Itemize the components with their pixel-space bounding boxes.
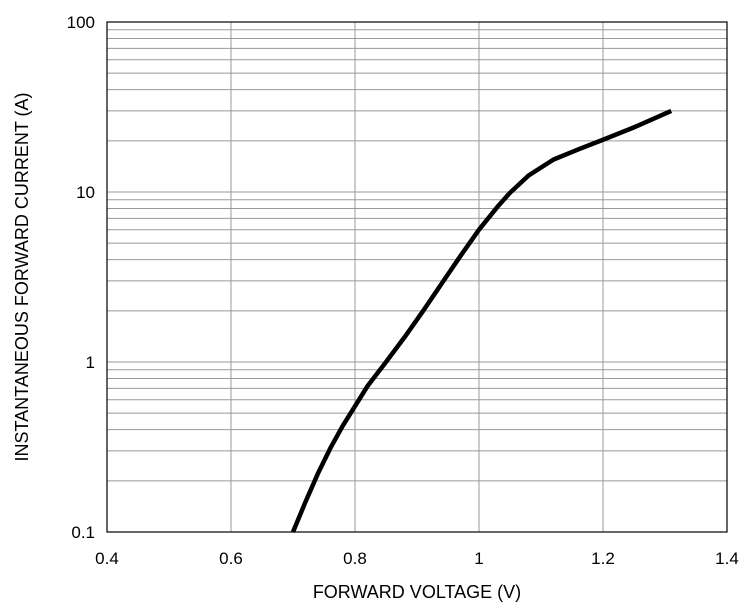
y-tick-label: 1	[86, 353, 95, 372]
series-layer	[290, 108, 673, 533]
x-tick-label: 0.8	[343, 549, 367, 568]
x-tick-label: 1.2	[591, 549, 615, 568]
x-tick-label: 1	[474, 549, 483, 568]
x-tick-label: 0.6	[219, 549, 243, 568]
grid-layer	[106, 21, 728, 533]
forward-current-curve	[290, 108, 673, 533]
y-tick-label: 10	[76, 183, 95, 202]
y-axis-label: INSTANTANEOUS FORWARD CURRENT (A)	[12, 92, 32, 461]
y-tick-label: 100	[67, 13, 95, 32]
plot-frame	[106, 21, 728, 533]
tick-labels: 0.4 0.6 0.8 1 1.2 1.4 0.1 1 10 100	[67, 13, 739, 568]
x-tick-label: 0.4	[95, 549, 119, 568]
x-tick-label: 1.4	[715, 549, 739, 568]
x-axis-label: FORWARD VOLTAGE (V)	[313, 582, 521, 602]
y-tick-label: 0.1	[71, 523, 95, 542]
